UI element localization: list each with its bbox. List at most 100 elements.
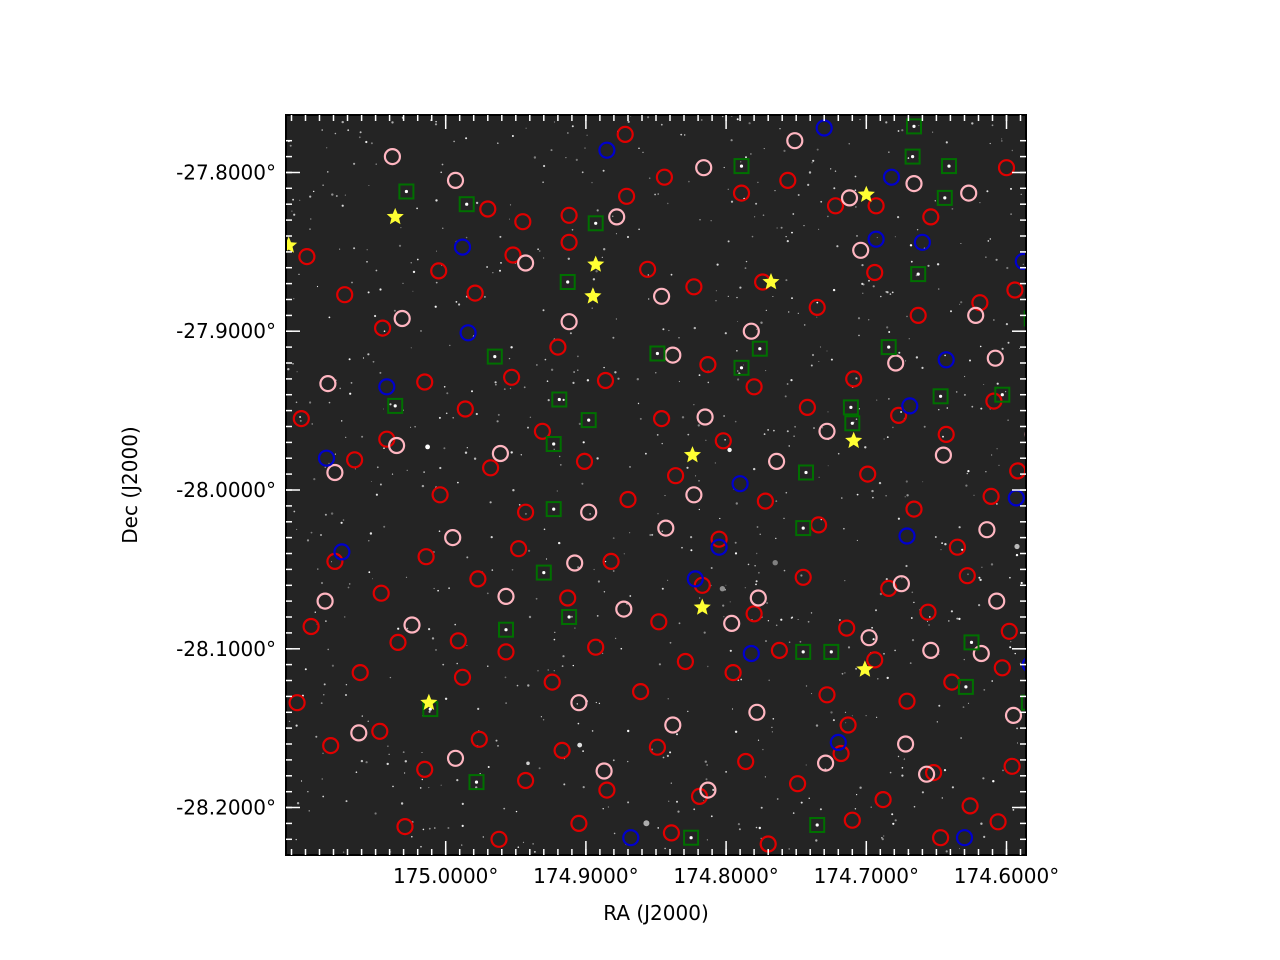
star-speck (612, 570, 615, 572)
star-speck (503, 388, 506, 390)
star-speck (570, 615, 573, 618)
star-speck (366, 261, 368, 263)
star-speck (584, 147, 586, 149)
star-speck (614, 371, 617, 374)
red-circle-marker (937, 425, 955, 443)
star-speck (477, 707, 480, 711)
star-speck (785, 236, 787, 238)
star-speck (374, 314, 377, 318)
star-speck (388, 753, 390, 755)
star-speck (738, 828, 741, 831)
star-speck (602, 808, 604, 810)
pink-circle-marker (664, 716, 682, 734)
blue-circle-marker (333, 543, 351, 561)
star-speck (386, 762, 389, 766)
star-speck (864, 446, 867, 449)
star-speck (830, 711, 833, 714)
star-speck (995, 258, 998, 261)
star-speck (727, 447, 732, 453)
red-circle-marker (504, 246, 522, 264)
red-circle-marker (666, 467, 685, 485)
star-speck (435, 649, 437, 651)
star-speck (296, 528, 298, 530)
star-speck (411, 835, 413, 838)
red-circle-marker (948, 538, 967, 556)
star-speck (836, 245, 839, 248)
star-speck (1014, 543, 1020, 550)
star-speck (375, 163, 377, 165)
pink-circle-marker (393, 309, 411, 328)
star-speck (569, 332, 572, 335)
star-speck (755, 826, 758, 829)
pink-circle-marker (723, 614, 741, 633)
star-speck (941, 542, 943, 544)
star-speck (573, 371, 575, 373)
star-speck (496, 420, 499, 423)
star-speck (538, 767, 541, 770)
star-speck (503, 807, 506, 810)
star-speck (871, 489, 874, 493)
star-speck (655, 372, 657, 374)
star-speck (856, 493, 859, 496)
star-speck (755, 580, 758, 583)
star-speck (830, 168, 832, 170)
star-speck (446, 392, 449, 395)
star-speck (524, 512, 527, 515)
star-speck (668, 800, 670, 802)
star-speck (792, 213, 795, 215)
red-circle-marker (909, 306, 927, 324)
star-speck (861, 264, 864, 267)
star-speck (547, 669, 549, 671)
green-square-marker (936, 189, 953, 206)
star-speck (453, 140, 455, 143)
red-circle-marker (449, 632, 467, 650)
star-speck (361, 715, 363, 717)
red-circle-marker (602, 552, 620, 571)
star-speck (872, 285, 875, 288)
star-speck (737, 321, 739, 322)
star-speck (436, 250, 437, 252)
star-speck (705, 778, 708, 781)
pink-circle-marker (695, 159, 713, 177)
star-speck (879, 592, 883, 596)
star-speck (637, 402, 640, 405)
star-speck (442, 227, 444, 229)
pink-circle-marker (852, 241, 870, 259)
star-speck (402, 751, 405, 753)
star-speck (612, 759, 615, 762)
star-speck (661, 587, 664, 590)
star-speck (546, 380, 549, 383)
star-speck (827, 411, 829, 413)
star-speck (944, 354, 946, 357)
pink-circle-marker (403, 616, 421, 634)
star-speck (943, 769, 947, 772)
star-speck (369, 532, 373, 535)
star-speck (918, 125, 920, 127)
pink-circle-marker (560, 313, 578, 331)
star-speck (542, 719, 545, 721)
star-speck (710, 815, 713, 818)
star-speck (660, 123, 663, 126)
star-speck (857, 317, 861, 320)
red-circle-marker (845, 370, 863, 388)
yellow-star-marker (286, 236, 298, 253)
star-speck (483, 295, 486, 298)
star-speck (756, 328, 758, 330)
y-axis-label: Dec (J2000) (118, 426, 142, 543)
red-circle-marker (652, 410, 671, 428)
star-speck (510, 451, 513, 454)
x-tick-label: 175.0000° (393, 864, 498, 888)
star-speck (805, 764, 807, 766)
star-speck (577, 722, 580, 725)
star-speck (907, 157, 910, 159)
star-speck (359, 131, 362, 134)
star-speck (561, 665, 564, 667)
x-axis-label: RA (J2000) (603, 901, 709, 925)
red-circle-marker (470, 730, 488, 748)
star-speck (434, 123, 438, 126)
star-speck (1020, 581, 1023, 585)
star-speck (934, 200, 936, 202)
green-square-marker (733, 359, 750, 376)
red-circle-marker (989, 813, 1007, 831)
pink-circle-marker (767, 452, 786, 470)
